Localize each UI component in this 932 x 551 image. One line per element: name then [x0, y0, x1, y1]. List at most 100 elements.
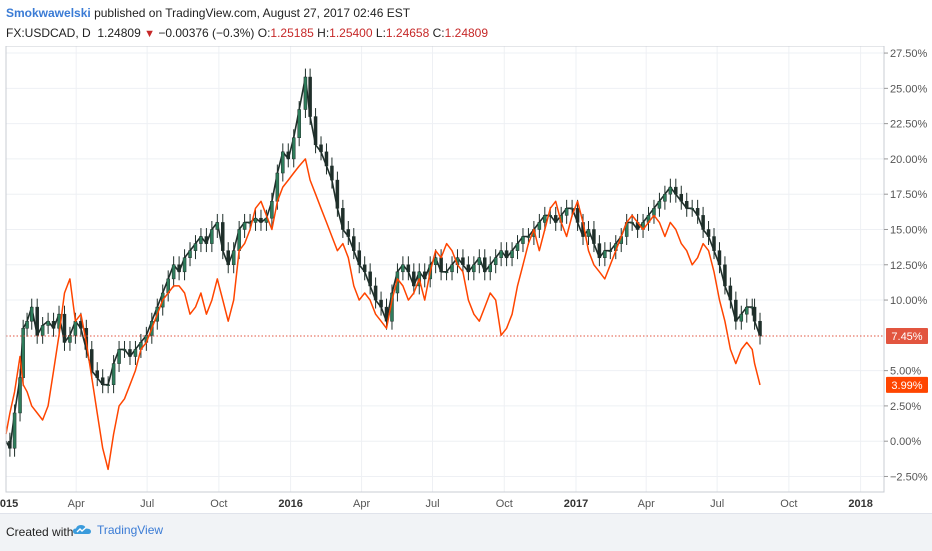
candle-body	[106, 384, 110, 386]
candle-body	[18, 377, 22, 414]
candle-body	[231, 250, 236, 266]
candle-body	[739, 313, 744, 322]
candle-body	[504, 250, 509, 258]
candle-body	[758, 320, 762, 337]
candle-body	[341, 208, 345, 230]
x-tick-label: 2016	[278, 498, 302, 510]
candle-body	[373, 285, 378, 301]
candle-body	[204, 236, 209, 244]
author-link[interactable]: Smokwawelski	[6, 6, 91, 20]
candle-body	[188, 250, 192, 258]
candle-body	[12, 412, 17, 449]
candle-body	[100, 377, 105, 385]
candle-body	[133, 349, 138, 357]
candle-body	[122, 349, 127, 351]
price-change: −0.00376 (−0.3%)	[158, 26, 255, 40]
candle-body	[603, 250, 607, 258]
down-arrow-icon: ▼	[144, 28, 155, 40]
brand-label: TradingView	[97, 523, 164, 537]
candle-body	[515, 243, 520, 251]
candle-body	[210, 229, 214, 244]
symbol-info-line: FX:USDCAD, D 1.24809 ▼ −0.00376 (−0.3%) …	[6, 26, 488, 40]
candle-body	[259, 217, 263, 223]
candle-body	[499, 250, 503, 258]
price-chart[interactable]: 7.45% 3.99% 27.50% 25.00% 22.50% 20.00% 17.50…	[0, 46, 932, 513]
candle-body	[308, 76, 312, 117]
candle-body	[330, 165, 334, 181]
candle-body	[291, 137, 296, 160]
candle-body	[193, 243, 198, 251]
candle-body	[412, 271, 416, 287]
candle-body	[728, 285, 733, 301]
candle-body	[368, 271, 372, 287]
candle-body	[553, 215, 558, 223]
x-tick-label: 2018	[848, 498, 872, 510]
candle-body	[433, 257, 438, 266]
y-tick-label: 15.00%	[890, 224, 928, 236]
y-tick-label: 27.50%	[890, 48, 928, 60]
tradingview-cloud-logo-icon	[73, 525, 91, 534]
candle-body	[537, 222, 542, 230]
y-tick-label: 0.00%	[890, 436, 921, 448]
candle-body	[543, 215, 547, 223]
candle-body	[95, 370, 99, 378]
candle-body	[177, 264, 181, 273]
candle-body	[690, 208, 694, 210]
price-badge	[886, 376, 928, 393]
low-value: 1.24658	[385, 26, 430, 40]
candle-body	[652, 208, 656, 216]
candle-body	[90, 349, 94, 371]
candle-body	[592, 229, 596, 244]
x-tick-label: Apr	[638, 498, 655, 510]
candle-body	[401, 264, 405, 273]
candle-body	[461, 257, 465, 266]
last-price: 1.24809	[97, 26, 141, 40]
plot-frame	[5, 46, 885, 493]
candle-body	[510, 250, 514, 258]
candle-body	[586, 229, 591, 237]
candle-body	[663, 193, 667, 202]
candle-body	[521, 236, 525, 244]
series-layer	[5, 68, 762, 471]
x-tick-label: 2015	[0, 498, 18, 510]
candle-body	[68, 335, 72, 343]
candle-body	[548, 215, 553, 217]
candle-body	[303, 76, 308, 110]
symbol-name: FX:USDCAD, D	[6, 26, 91, 40]
candle-body	[117, 349, 121, 364]
compare-series-line	[5, 158, 761, 471]
low-label: L:	[375, 26, 386, 40]
footer-bar: Created with TradingView	[0, 513, 932, 551]
tradingview-brand-link[interactable]: TradingView	[72, 523, 163, 537]
candle-body	[674, 186, 678, 195]
candle-body	[477, 257, 482, 266]
candle-body	[128, 349, 132, 357]
candle-body	[237, 229, 241, 251]
x-tick-label: Jul	[140, 498, 154, 510]
x-tick-label: Oct	[210, 498, 227, 510]
candle-body	[466, 264, 471, 273]
candle-body	[752, 306, 757, 322]
candle-body	[668, 186, 673, 195]
x-tick-label: Jul	[425, 498, 439, 510]
candle-body	[215, 222, 220, 230]
candle-body	[8, 440, 12, 449]
candle-body	[472, 264, 476, 273]
x-tick-label: Oct	[780, 498, 797, 510]
candle-body	[657, 201, 662, 209]
y-tick-label: 2.50%	[890, 401, 921, 413]
candle-body	[706, 229, 711, 237]
published-text: published on TradingView.com, August 27,…	[94, 6, 411, 20]
y-tick-label: 25.00%	[890, 83, 928, 95]
y-tick-label: 17.50%	[890, 189, 928, 201]
axes: 27.50% 25.00% 22.50% 20.00% 17.50% 15.00% 12.5…	[0, 46, 928, 510]
candle-body	[450, 264, 454, 273]
candle-body	[357, 250, 361, 266]
candle-body	[630, 222, 634, 224]
candle-body	[313, 116, 318, 146]
x-tick-label: Apr	[353, 498, 370, 510]
price-badge-label: 7.45%	[891, 331, 922, 343]
candle-body	[221, 222, 225, 251]
candle-body	[406, 264, 411, 273]
candle-body	[483, 257, 487, 273]
